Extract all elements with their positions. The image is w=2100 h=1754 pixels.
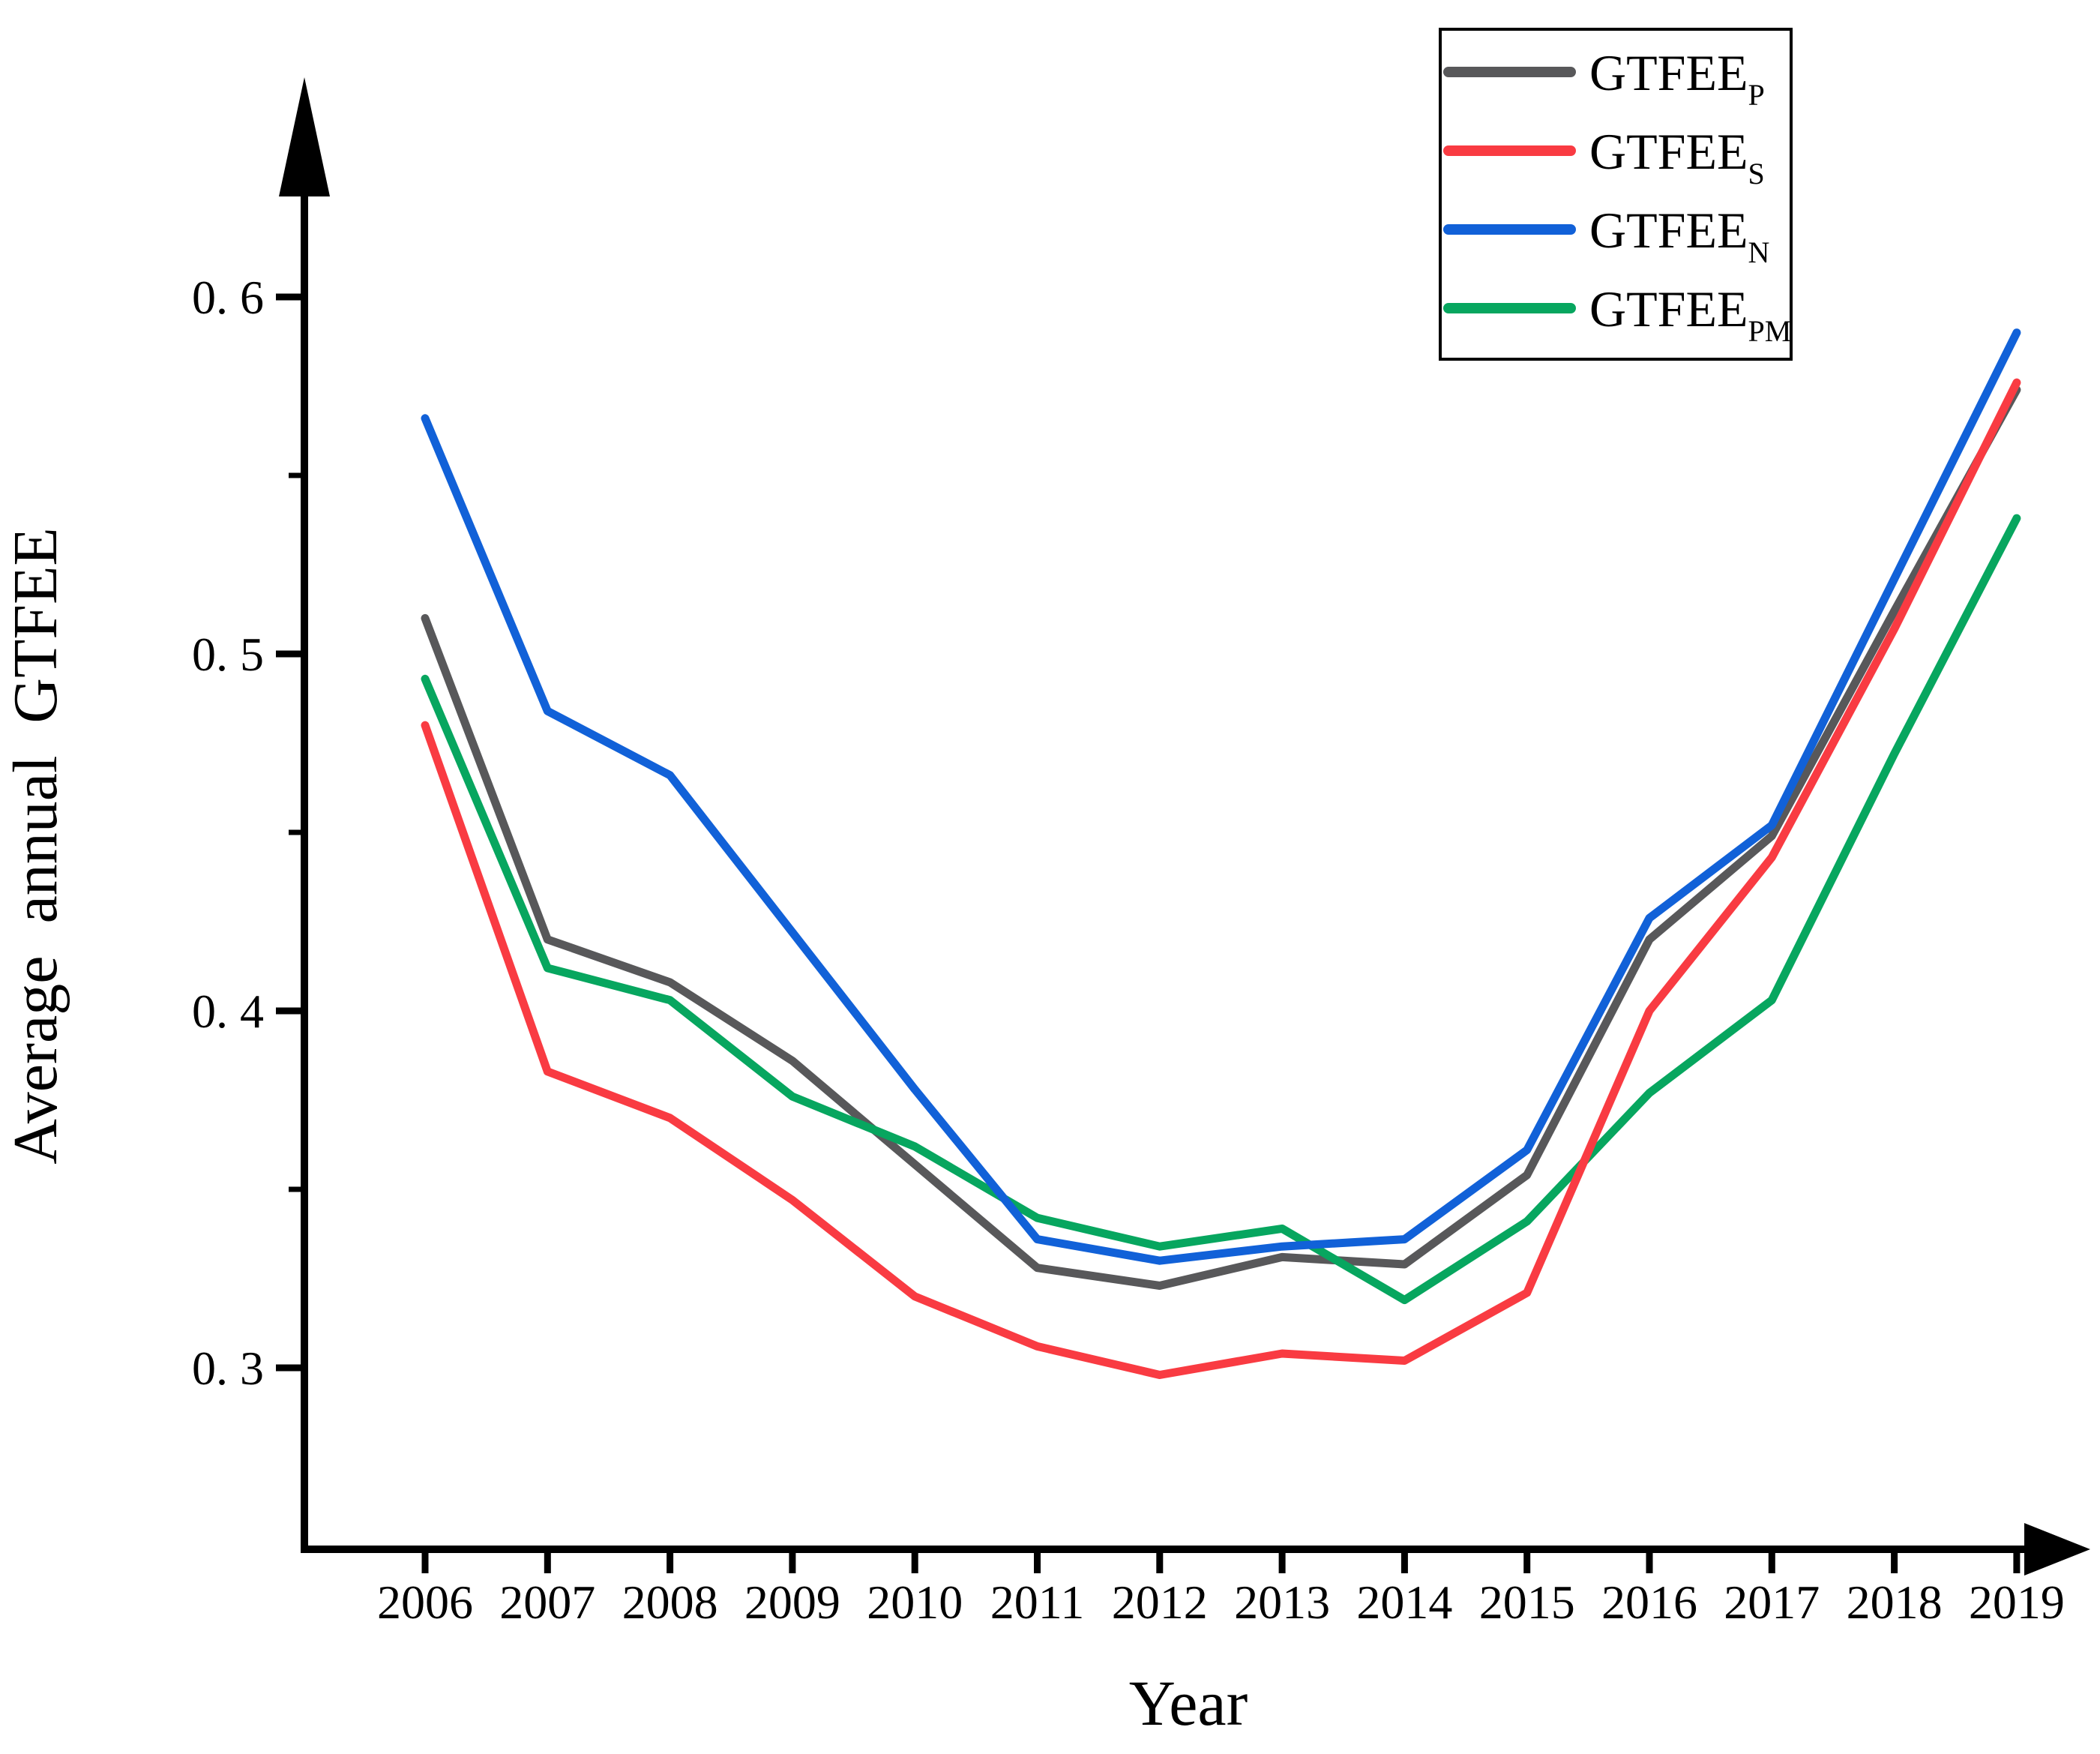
y-tick-label-0.6: 0. 6 bbox=[192, 271, 264, 324]
x-tick-label-2008: 2008 bbox=[622, 1576, 718, 1629]
x-axis-title: Year bbox=[1129, 1667, 1248, 1739]
series-line-GTFEE_N bbox=[421, 328, 2021, 1265]
x-tick-label-2011: 2011 bbox=[990, 1576, 1085, 1629]
legend-entry-GTFEE_N: GTFEEN bbox=[1443, 202, 1769, 269]
series-line-GTFEE_PM bbox=[421, 514, 2021, 1305]
x-tick-label-2010: 2010 bbox=[867, 1576, 963, 1629]
legend-label-GTFEE_PM: GTFEEPM bbox=[1589, 280, 1791, 348]
series-group bbox=[421, 328, 2021, 1379]
x-tick-label-2014: 2014 bbox=[1356, 1576, 1452, 1629]
x-tick-label-2012: 2012 bbox=[1112, 1576, 1208, 1629]
legend-label-GTFEE_S: GTFEES bbox=[1589, 123, 1765, 190]
x-tick-label-2019: 2019 bbox=[1969, 1576, 2065, 1629]
y-axis-ticks: 0. 6 0. 5 0. 4 0. 3 bbox=[192, 271, 304, 1395]
legend-entry-GTFEE_PM: GTFEEPM bbox=[1443, 280, 1791, 348]
y-tick-label-0.4: 0. 4 bbox=[192, 985, 264, 1038]
legend: GTFEEP GTFEES GTFEEN GTFEEPM bbox=[1439, 28, 1793, 361]
legend-label-GTFEE_P: GTFEEP bbox=[1589, 44, 1765, 112]
x-tick-label-2007: 2007 bbox=[499, 1576, 595, 1629]
axes bbox=[279, 77, 2090, 1576]
y-axis-arrow-icon bbox=[279, 77, 330, 196]
legend-rows: GTFEEP GTFEES GTFEEN GTFEEPM bbox=[1443, 44, 1791, 348]
series-line-GTFEE_P bbox=[421, 385, 2021, 1290]
legend-entry-GTFEE_S: GTFEES bbox=[1443, 123, 1765, 190]
y-axis-title: Average annual GTFEE bbox=[1, 527, 70, 1164]
legend-label-GTFEE_N: GTFEEN bbox=[1589, 202, 1769, 269]
y-tick-label-0.3: 0. 3 bbox=[192, 1342, 264, 1395]
x-tick-label-2017: 2017 bbox=[1724, 1576, 1820, 1629]
x-axis-ticks: 2006 2007 2008 2009 2010 2011 2012 2013 2014 2015… bbox=[377, 1549, 2065, 1629]
x-tick-label-2016: 2016 bbox=[1601, 1576, 1697, 1629]
x-tick-label-2018: 2018 bbox=[1847, 1576, 1943, 1629]
x-tick-label-2006: 2006 bbox=[377, 1576, 473, 1629]
x-tick-label-2015: 2015 bbox=[1479, 1576, 1575, 1629]
legend-entry-GTFEE_P: GTFEEP bbox=[1443, 44, 1765, 112]
y-tick-label-0.5: 0. 5 bbox=[192, 628, 264, 681]
series-line-GTFEE_S bbox=[421, 378, 2021, 1379]
x-axis-arrow-icon bbox=[2024, 1523, 2090, 1576]
x-tick-label-2013: 2013 bbox=[1234, 1576, 1330, 1629]
x-tick-label-2009: 2009 bbox=[744, 1576, 840, 1629]
